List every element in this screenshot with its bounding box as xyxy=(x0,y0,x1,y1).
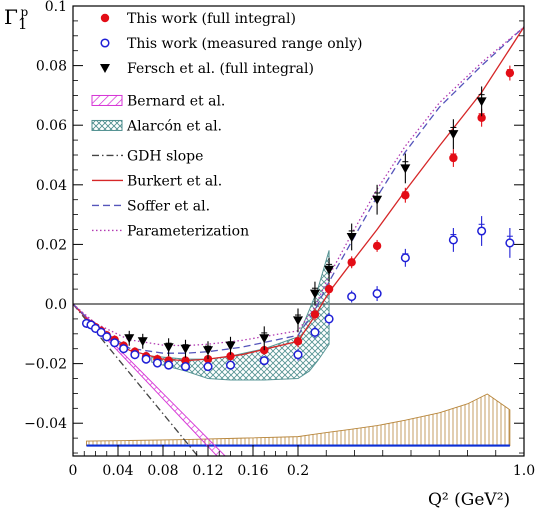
legend: This work (full integral) This work (meas… xyxy=(91,11,363,239)
legend-label-bernard: Bernard et al. xyxy=(127,93,225,109)
point-measured xyxy=(164,360,174,370)
point-full xyxy=(226,351,235,361)
point-fersch xyxy=(324,265,335,275)
curve-soffer xyxy=(73,26,524,354)
y-tick-label: 0.02 xyxy=(36,237,67,253)
point-measured xyxy=(259,356,269,366)
point-fersch xyxy=(225,341,236,351)
point-full xyxy=(505,68,515,78)
point-measured xyxy=(225,360,236,370)
plot-area xyxy=(73,26,524,456)
y-axis-title-main: Γ xyxy=(4,5,18,29)
x-tick-label: 0 xyxy=(69,463,78,479)
y-tick-label: 0.1 xyxy=(45,0,67,15)
y-tick-label: −0.04 xyxy=(24,416,67,432)
legend-label-gdh: GDH slope xyxy=(127,148,203,164)
point-measured xyxy=(347,292,357,302)
point-measured xyxy=(119,344,129,354)
point-full xyxy=(293,337,303,346)
x-tick-label: 0.16 xyxy=(237,463,268,479)
x-axis-title: Q² (GeV²) xyxy=(428,490,510,510)
axes: 0.1 0.08 0.06 0.04 0.02 0.0 −0.02 −0.04 0 0.04 0.0… xyxy=(24,0,535,479)
point-full xyxy=(449,153,458,163)
point-fersch xyxy=(163,343,174,353)
legend-label-full: This work (full integral) xyxy=(127,11,296,27)
point-fersch xyxy=(124,334,135,344)
point-full xyxy=(324,284,334,294)
x-tick-label: 0.2 xyxy=(287,463,309,479)
point-fersch xyxy=(259,334,270,344)
legend-label-alarcon: Alarcón et al. xyxy=(126,118,222,134)
x-tick-label: 1.0 xyxy=(513,463,535,479)
legend-swatch-fersch xyxy=(100,63,110,73)
point-full xyxy=(372,241,382,251)
point-measured xyxy=(448,235,458,245)
y-tick-label: 0.06 xyxy=(36,118,67,134)
point-measured xyxy=(141,354,151,364)
systematic-band xyxy=(86,393,511,447)
point-fersch xyxy=(372,195,383,205)
x-tick-label: 0.12 xyxy=(192,463,223,479)
point-measured xyxy=(110,338,120,348)
y-tick-label: 0.0 xyxy=(45,297,67,313)
point-measured xyxy=(293,350,303,360)
point-measured xyxy=(203,362,213,372)
y-axis-title-sub: 1 xyxy=(18,15,28,33)
point-fersch xyxy=(346,232,357,242)
point-measured xyxy=(310,327,320,337)
point-full xyxy=(347,258,356,267)
y-tick-label: 0.08 xyxy=(36,59,67,75)
point-measured xyxy=(324,314,334,324)
point-fersch xyxy=(203,346,213,356)
legend-label-fersch: Fersch et al. (full integral) xyxy=(127,61,314,77)
point-fersch xyxy=(448,130,459,140)
point-full xyxy=(477,113,486,122)
point-measured xyxy=(400,253,410,263)
x-tick-label: 0.08 xyxy=(147,463,178,479)
point-full xyxy=(310,310,320,319)
legend-label-burkert: Burkert et al. xyxy=(127,173,222,189)
y-tick-label: 0.04 xyxy=(36,178,67,194)
point-fersch xyxy=(400,164,411,174)
legend-swatch-alarcon xyxy=(91,119,123,131)
point-fersch xyxy=(137,337,148,347)
point-measured xyxy=(102,332,112,342)
y-tick-label: −0.02 xyxy=(24,357,67,373)
legend-label-measured: This work (measured range only) xyxy=(127,36,363,52)
y-axis-title-sup: p xyxy=(20,5,28,19)
point-measured xyxy=(180,362,191,372)
legend-label-param: Parameterization xyxy=(127,223,249,239)
point-measured xyxy=(130,350,140,360)
point-fersch xyxy=(476,97,487,107)
point-full xyxy=(401,191,410,200)
legend-swatch-bernard xyxy=(91,94,123,106)
legend-swatch-full xyxy=(100,13,110,23)
x-tick-label: 0.04 xyxy=(102,463,133,479)
point-measured xyxy=(505,238,515,248)
curve-param xyxy=(73,26,524,347)
y-axis-title: Γ1p xyxy=(4,5,28,33)
point-fersch xyxy=(309,289,320,299)
point-fersch xyxy=(293,316,303,326)
point-measured xyxy=(372,289,382,299)
legend-swatch-measured xyxy=(100,38,110,48)
point-fersch xyxy=(180,344,191,354)
point-measured xyxy=(152,358,162,368)
legend-label-soffer: Soffer et al. xyxy=(127,198,210,214)
point-measured xyxy=(477,226,487,236)
